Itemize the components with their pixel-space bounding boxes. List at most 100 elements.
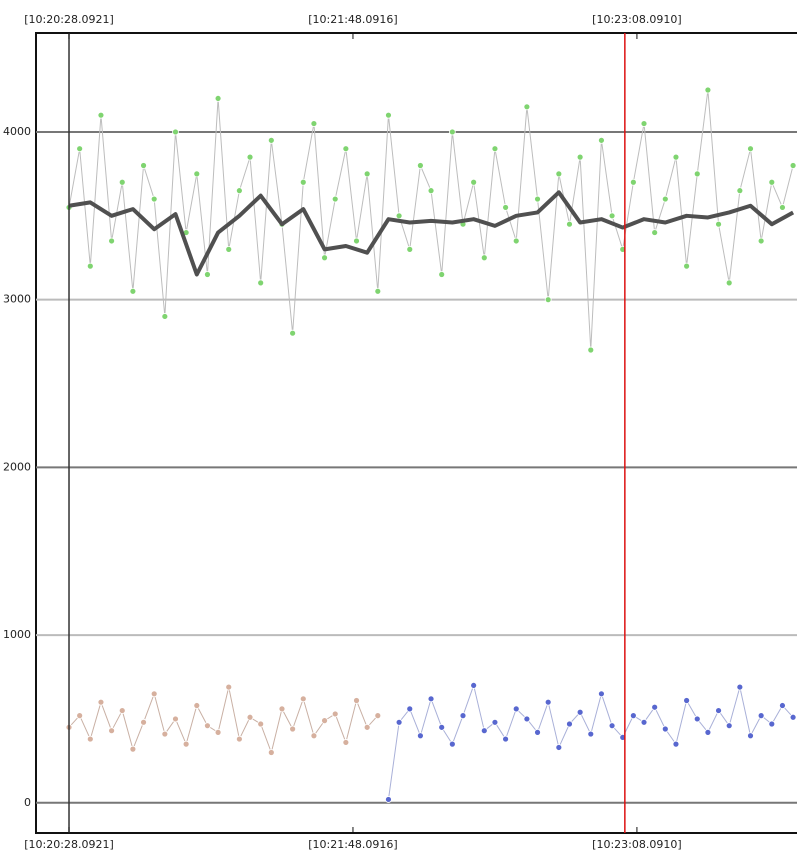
data-point	[289, 725, 297, 733]
data-point	[235, 187, 243, 195]
y-tick-label: 2000	[3, 460, 31, 473]
data-point	[587, 730, 595, 738]
data-point	[161, 730, 169, 738]
data-point	[299, 178, 307, 186]
data-point	[204, 722, 211, 730]
data-point	[512, 705, 520, 713]
data-point	[779, 702, 786, 709]
data-point	[736, 683, 744, 691]
data-point	[235, 735, 243, 743]
x-tick-label: [10:23:08.0910]	[592, 838, 681, 851]
data-point	[672, 153, 680, 161]
data-point	[97, 698, 105, 706]
data-point	[150, 195, 158, 203]
data-point	[651, 703, 659, 711]
data-point	[661, 195, 669, 203]
data-point	[427, 695, 435, 703]
data-point	[363, 170, 371, 178]
data-point	[225, 683, 233, 691]
data-point	[438, 271, 446, 278]
data-point	[470, 682, 478, 689]
data-point	[502, 204, 509, 211]
data-point	[491, 145, 499, 153]
data-point	[757, 237, 765, 245]
data-point	[715, 707, 722, 714]
data-point	[214, 95, 222, 102]
data-point	[683, 697, 691, 704]
data-point	[310, 120, 318, 127]
data-point	[470, 178, 478, 186]
data-point	[172, 715, 179, 723]
x-tick-label: [10:20:28.0921]	[24, 13, 113, 26]
series-line	[68, 190, 795, 277]
data-point	[480, 254, 488, 262]
x-tick-label: [10:20:28.0921]	[24, 838, 113, 851]
data-point	[385, 796, 392, 803]
data-point	[86, 735, 94, 743]
data-point	[544, 296, 552, 304]
data-point	[725, 722, 733, 730]
data-point	[204, 271, 211, 278]
data-point	[757, 712, 765, 719]
data-point	[555, 744, 563, 751]
data-point	[491, 718, 499, 726]
data-point	[118, 707, 126, 714]
data-point	[267, 749, 275, 756]
data-point	[108, 727, 116, 735]
data-point	[76, 145, 84, 153]
data-point	[193, 702, 201, 709]
data-point	[747, 732, 754, 740]
data-point	[587, 346, 595, 354]
data-point	[140, 718, 147, 726]
data-point	[129, 287, 137, 295]
data-point	[395, 212, 403, 220]
y-tick-label: 4000	[3, 125, 31, 138]
data-point	[385, 111, 392, 119]
data-point	[523, 103, 531, 111]
data-point	[704, 728, 712, 736]
data-point	[608, 212, 616, 220]
data-point	[555, 170, 563, 178]
data-point	[331, 195, 339, 203]
data-point	[97, 111, 105, 119]
x-tick-label: [10:21:48.0916]	[308, 838, 397, 851]
data-point	[417, 732, 424, 740]
data-point	[108, 237, 116, 245]
data-point	[331, 710, 339, 718]
data-point	[225, 245, 233, 253]
data-point	[342, 739, 350, 746]
data-point	[438, 723, 446, 731]
data-point	[321, 717, 328, 725]
y-tick-label: 3000	[3, 293, 31, 306]
data-point	[629, 178, 637, 186]
data-point	[576, 708, 584, 716]
data-point	[172, 128, 179, 136]
data-point	[640, 718, 648, 726]
data-point	[257, 279, 265, 287]
data-point	[651, 229, 659, 236]
data-point	[289, 329, 297, 337]
data-point	[608, 722, 616, 730]
data-point	[310, 732, 318, 740]
y-tick-label: 1000	[3, 628, 31, 641]
data-point	[502, 735, 509, 743]
data-point	[629, 712, 637, 719]
data-point	[512, 237, 520, 245]
data-point	[544, 698, 552, 706]
data-point	[448, 128, 456, 136]
data-point	[214, 728, 222, 736]
data-point	[779, 204, 786, 211]
data-point	[704, 86, 712, 94]
data-point	[246, 713, 254, 721]
data-point	[406, 705, 414, 713]
data-point	[267, 136, 275, 144]
x-tick-label: [10:23:08.0910]	[592, 13, 681, 26]
data-point	[118, 178, 126, 186]
data-point	[427, 187, 435, 195]
data-point	[789, 713, 797, 721]
data-point	[129, 745, 137, 753]
data-point	[193, 170, 201, 178]
data-point	[725, 279, 733, 287]
data-point	[161, 313, 169, 320]
